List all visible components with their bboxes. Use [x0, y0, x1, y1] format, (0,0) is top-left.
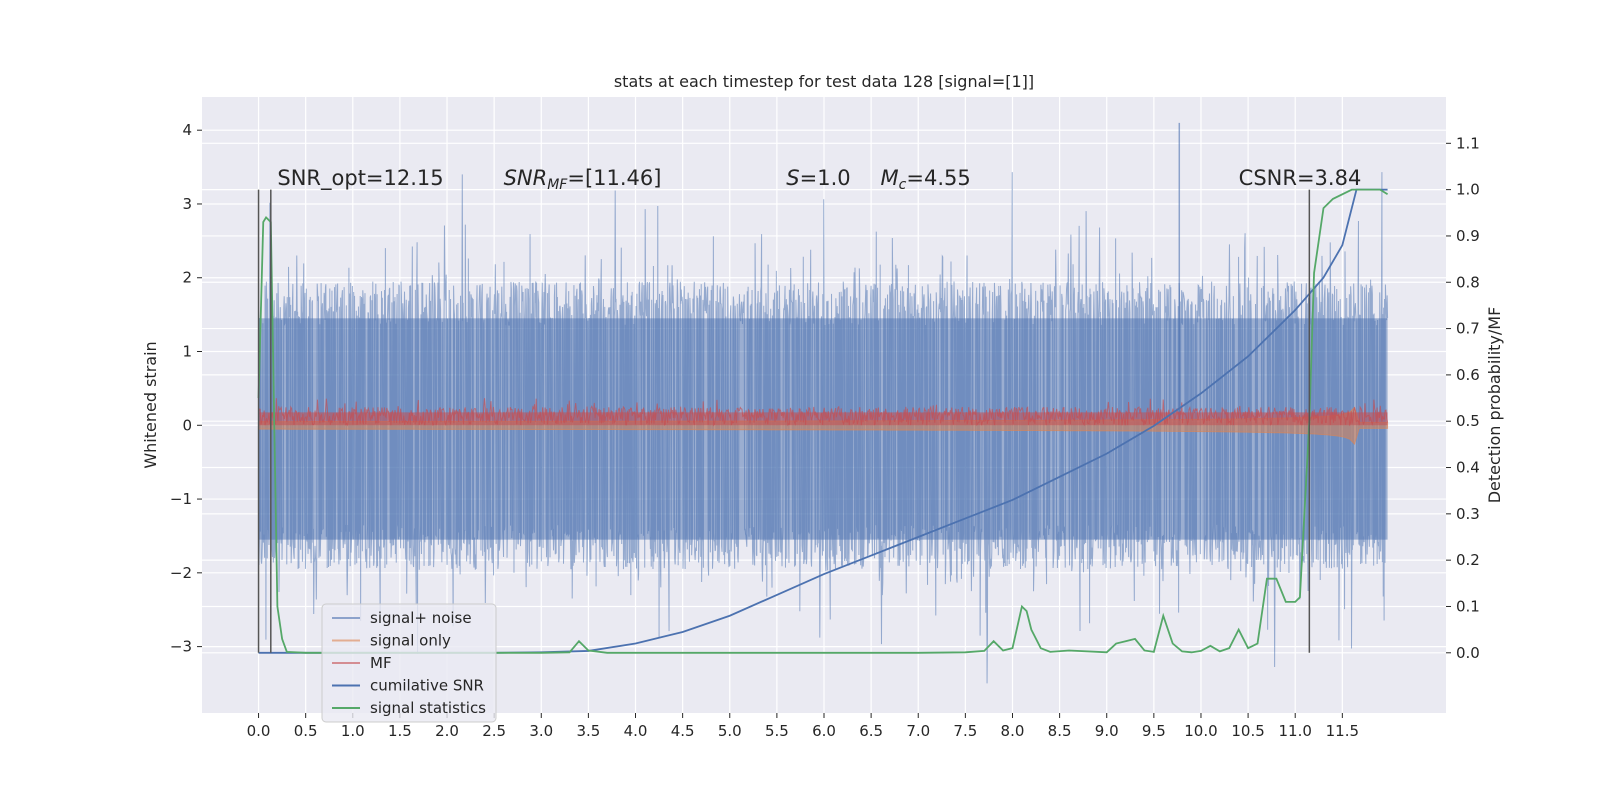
x-tick-label: 2.5 — [482, 722, 506, 740]
y-tick-label: 4 — [182, 121, 192, 139]
x-tick-label: 7.5 — [953, 722, 977, 740]
x-tick-label: 7.0 — [906, 722, 930, 740]
y-axis-label: Whitened strain — [141, 341, 160, 468]
x-tick-label: 10.0 — [1184, 722, 1217, 740]
y2-tick-label: 0.5 — [1456, 412, 1480, 430]
y2-tick-label: 0.9 — [1456, 227, 1480, 245]
chart-title: stats at each timestep for test data 128… — [614, 72, 1034, 91]
legend: signal+ noise signal only MF cumilative SNR… — [321, 603, 497, 723]
annotations: SNR_opt=12.15 SNRMF=[11.46] S=1.0 Mc=4.55 CS… — [277, 166, 1361, 193]
signal-statistics-line — [257, 188, 1389, 654]
y2-tick-label: 0.6 — [1456, 366, 1480, 384]
legend-label: signal+ noise — [370, 609, 472, 627]
y2-tick-label: 1.1 — [1456, 134, 1480, 152]
x-tick-label: 1.5 — [388, 722, 412, 740]
y2-axis-label: Detection probability/MF — [1485, 307, 1504, 504]
annotation: CSNR=3.84 — [1239, 166, 1362, 190]
y2-tick-label: 0.4 — [1456, 459, 1480, 477]
y2-tick-label: 1.0 — [1456, 181, 1480, 199]
y2-tick-label: 0.1 — [1456, 597, 1480, 615]
x-tick-label: 3.0 — [529, 722, 553, 740]
y-tick-label: 3 — [182, 195, 192, 213]
legend-box — [321, 603, 497, 723]
legend-label: MF — [370, 654, 392, 672]
x-tick-label: 8.5 — [1048, 722, 1072, 740]
x-tick-label: 0.5 — [294, 722, 318, 740]
y2-tick-label: 0.8 — [1456, 273, 1480, 291]
x-tick-label: 3.5 — [576, 722, 600, 740]
y-tick-label: −2 — [170, 564, 192, 582]
x-tick-label: 8.0 — [1001, 722, 1025, 740]
y-tick-label: 2 — [182, 269, 192, 287]
y2-tick-label: 0.0 — [1456, 644, 1480, 662]
annotation: SNRMF=[11.46] — [504, 166, 662, 193]
x-tick-label: 11.5 — [1326, 722, 1359, 740]
x-tick-label: 6.0 — [812, 722, 836, 740]
annotation: S=1.0 — [786, 166, 850, 190]
x-tick-label: 10.5 — [1231, 722, 1264, 740]
legend-label: signal only — [370, 632, 451, 650]
annotation: Mc=4.55 — [881, 166, 971, 193]
y2-tick-label: 0.7 — [1456, 320, 1480, 338]
x-tick-label: 1.0 — [341, 722, 365, 740]
plot-content — [257, 122, 1389, 684]
legend-label: cumilative SNR — [370, 677, 484, 695]
legend-label: signal statistics — [370, 699, 486, 717]
x-tick-label: 6.5 — [859, 722, 883, 740]
x-tick-label: 9.0 — [1095, 722, 1119, 740]
y-tick-label: −3 — [170, 638, 192, 656]
x-tick-label: 5.5 — [765, 722, 789, 740]
x-tick-label: 4.5 — [671, 722, 695, 740]
x-tick-label: 11.0 — [1279, 722, 1312, 740]
y2-tick-label: 0.2 — [1456, 551, 1480, 569]
x-tick-label: 4.0 — [624, 722, 648, 740]
y-tick-label: 1 — [182, 343, 192, 361]
x-tick-label: 2.0 — [435, 722, 459, 740]
y-tick-label: −1 — [170, 490, 192, 508]
y2-tick-label: 0.3 — [1456, 505, 1480, 523]
x-tick-label: 5.0 — [718, 722, 742, 740]
annotation: SNR_opt=12.15 — [277, 166, 443, 191]
x-tick-label: 9.5 — [1142, 722, 1166, 740]
y-tick-label: 0 — [182, 416, 192, 434]
x-tick-label: 0.0 — [247, 722, 271, 740]
axes: 0.0 0.5 1.0 1.5 2.0 2.5 3.0 3.5 4.0 4.5 5.0 5.5 6.0 6… — [170, 121, 1480, 740]
mf-band — [258, 412, 1388, 426]
